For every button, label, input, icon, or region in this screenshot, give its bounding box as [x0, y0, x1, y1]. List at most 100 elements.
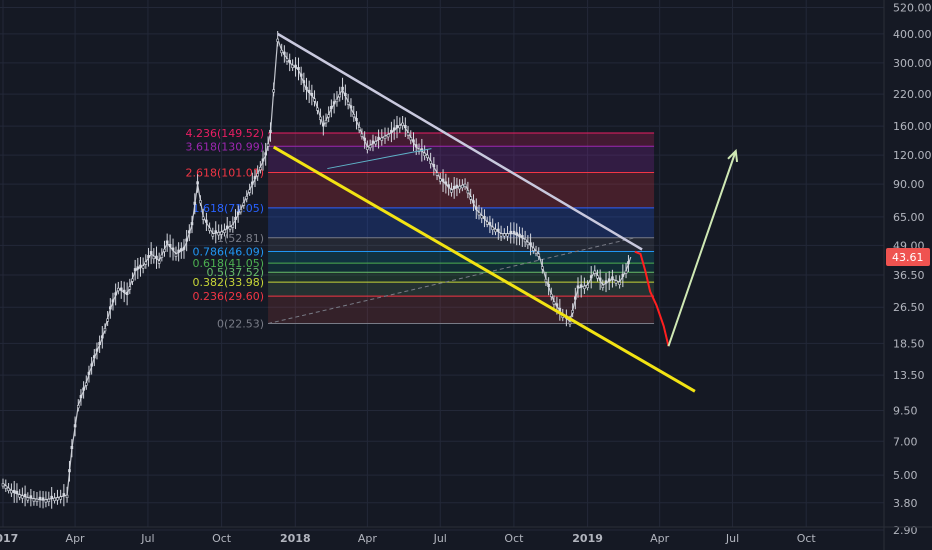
candle-body — [598, 277, 602, 281]
x-tick-label: 2018 — [280, 532, 311, 545]
y-tick-label: 400.00 — [893, 28, 932, 41]
candle-body — [50, 495, 53, 499]
candle-body — [133, 268, 137, 272]
candle-body — [335, 98, 339, 103]
candle-body — [586, 284, 589, 288]
candle-body — [205, 219, 208, 223]
candle-body — [435, 172, 439, 176]
candle-body — [401, 122, 404, 126]
forecast-up-arrow[interactable] — [667, 150, 737, 347]
x-tick-label: 2017 — [0, 532, 18, 545]
candle-body — [494, 229, 497, 233]
y-tick-label: 3.80 — [893, 497, 918, 510]
candle-body — [346, 101, 350, 105]
trendline-upper[interactable] — [277, 32, 643, 251]
y-tick-label: 5.00 — [893, 469, 918, 482]
candle-body — [526, 241, 530, 246]
x-tick-label: Oct — [504, 532, 524, 545]
candle-body — [614, 280, 618, 284]
candle-body — [338, 94, 342, 98]
candle-body — [414, 144, 418, 148]
candle-body — [1, 483, 5, 487]
candle-body — [488, 222, 492, 226]
candle-body — [225, 225, 229, 229]
candle-body — [472, 200, 475, 204]
candle-body — [21, 495, 24, 499]
candle-body — [236, 211, 240, 215]
candle-body — [73, 424, 77, 428]
y-tick-label: 220.00 — [893, 88, 932, 101]
candle-body — [266, 143, 270, 147]
candle-body — [593, 270, 597, 274]
price-series — [1, 30, 632, 509]
candle-body — [177, 249, 180, 253]
trendline-lower[interactable] — [272, 145, 696, 393]
candle-body — [332, 101, 336, 105]
candle-body — [155, 255, 158, 259]
candle-body — [163, 248, 166, 252]
candle-body — [7, 487, 10, 491]
candle-body — [469, 196, 472, 200]
candle-body — [444, 181, 448, 185]
candle-body — [596, 275, 599, 279]
candle-body — [371, 140, 375, 144]
candle-body — [322, 123, 325, 127]
fib-band — [268, 207, 655, 238]
candle-body — [601, 284, 605, 288]
fib-level-label: 4.236(149.52) — [185, 127, 264, 140]
fib-level-label: 0(22.53) — [217, 318, 264, 331]
candle-body — [117, 287, 120, 292]
candle-body — [15, 490, 19, 494]
candle-body — [101, 335, 104, 339]
x-tick-label: Jul — [140, 532, 154, 545]
candle-body — [627, 261, 630, 265]
candle-body — [412, 139, 415, 143]
candle-body — [579, 284, 583, 288]
candle-body — [461, 184, 464, 189]
forecast-paths[interactable] — [634, 148, 739, 347]
candle-body — [44, 499, 48, 503]
candle-body — [29, 495, 33, 499]
candle-body — [583, 285, 586, 290]
candle-body — [491, 226, 495, 230]
candle-body — [374, 141, 378, 145]
x-axis[interactable]: 2017 Apr Jul Oct 2018 Apr Jul Oct 2019 Apr Jul Oct — [0, 526, 932, 545]
candle-body — [188, 230, 191, 234]
candle-body — [285, 58, 289, 62]
y-tick-label: 160.00 — [893, 120, 932, 133]
candle-body — [297, 67, 300, 71]
candle-body — [355, 118, 358, 122]
candle-body — [68, 469, 71, 473]
trendlines[interactable] — [272, 32, 696, 393]
forecast-down-path[interactable] — [634, 250, 670, 347]
last-price-label: 43.61 — [892, 251, 924, 264]
candle-body — [463, 183, 467, 187]
fib-level-label: 2.618(101.01) — [185, 166, 264, 179]
candle-body — [509, 230, 513, 234]
candle-body — [47, 498, 51, 502]
candle-body — [201, 216, 205, 220]
fib-band — [268, 237, 655, 252]
candle-body — [363, 137, 366, 141]
candle-body — [223, 229, 226, 233]
candle-body — [589, 275, 593, 279]
candle-body — [518, 233, 521, 237]
candle-body — [128, 286, 132, 290]
candle-body — [474, 206, 478, 210]
candle-body — [259, 167, 262, 171]
candle-body — [144, 261, 148, 265]
fib-band — [268, 263, 655, 273]
candle-body — [377, 136, 380, 140]
x-tick-label: 2019 — [572, 532, 603, 545]
trendline-inner-channel[interactable] — [327, 148, 432, 170]
candle-body — [302, 80, 306, 84]
candle-body — [574, 296, 577, 300]
candle-body — [310, 92, 314, 97]
candle-body — [264, 152, 267, 156]
candle-body — [171, 247, 175, 251]
fib-level-label: 3.618(130.99) — [185, 140, 264, 153]
candle-body — [307, 89, 311, 93]
candle-body — [477, 212, 481, 216]
candle-body — [506, 233, 509, 237]
